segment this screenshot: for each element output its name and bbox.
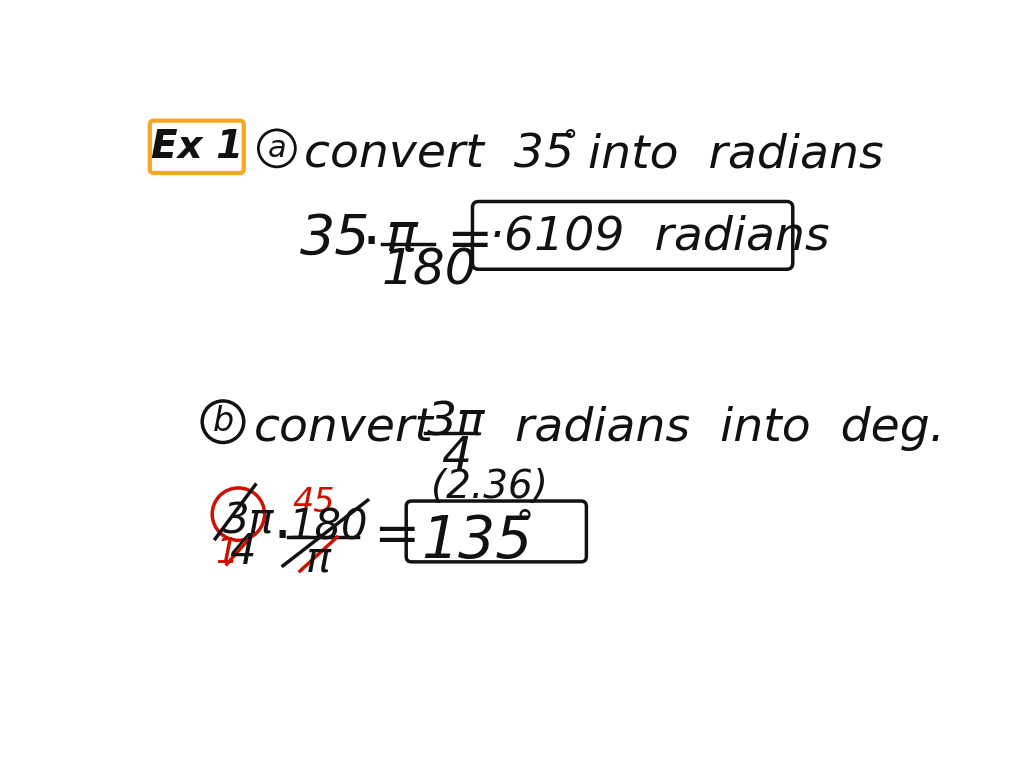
- Text: into  radians: into radians: [572, 133, 883, 178]
- Text: 135: 135: [422, 512, 534, 570]
- Text: π: π: [385, 210, 417, 262]
- Text: π: π: [306, 539, 331, 581]
- Text: 1: 1: [215, 536, 239, 570]
- Text: convert: convert: [254, 406, 433, 452]
- Text: =: =: [373, 509, 420, 564]
- Circle shape: [258, 130, 295, 167]
- Text: ·6109  radians: ·6109 radians: [488, 214, 829, 260]
- Text: 4: 4: [441, 435, 471, 480]
- Text: radians  into  deg.: radians into deg.: [484, 406, 944, 452]
- Text: Ex 1: Ex 1: [151, 127, 243, 166]
- Text: a: a: [267, 134, 287, 163]
- Text: 45: 45: [292, 486, 335, 519]
- Text: °: °: [562, 127, 577, 157]
- FancyBboxPatch shape: [407, 501, 587, 562]
- Text: ·: ·: [361, 215, 381, 274]
- Circle shape: [212, 488, 264, 541]
- Text: 180: 180: [382, 247, 477, 294]
- Text: 4: 4: [229, 531, 256, 573]
- Text: 180: 180: [289, 506, 369, 548]
- Text: 35: 35: [300, 211, 371, 264]
- Text: b: b: [212, 406, 233, 439]
- Text: °: °: [515, 508, 534, 542]
- Text: 3π: 3π: [223, 500, 274, 542]
- Text: convert  35: convert 35: [304, 133, 573, 178]
- FancyBboxPatch shape: [472, 201, 793, 270]
- Text: =: =: [446, 215, 493, 270]
- Circle shape: [202, 401, 244, 442]
- Text: 3π: 3π: [427, 400, 485, 445]
- Text: ·: ·: [272, 509, 292, 568]
- Text: (2.36): (2.36): [431, 468, 548, 506]
- FancyBboxPatch shape: [150, 121, 244, 173]
